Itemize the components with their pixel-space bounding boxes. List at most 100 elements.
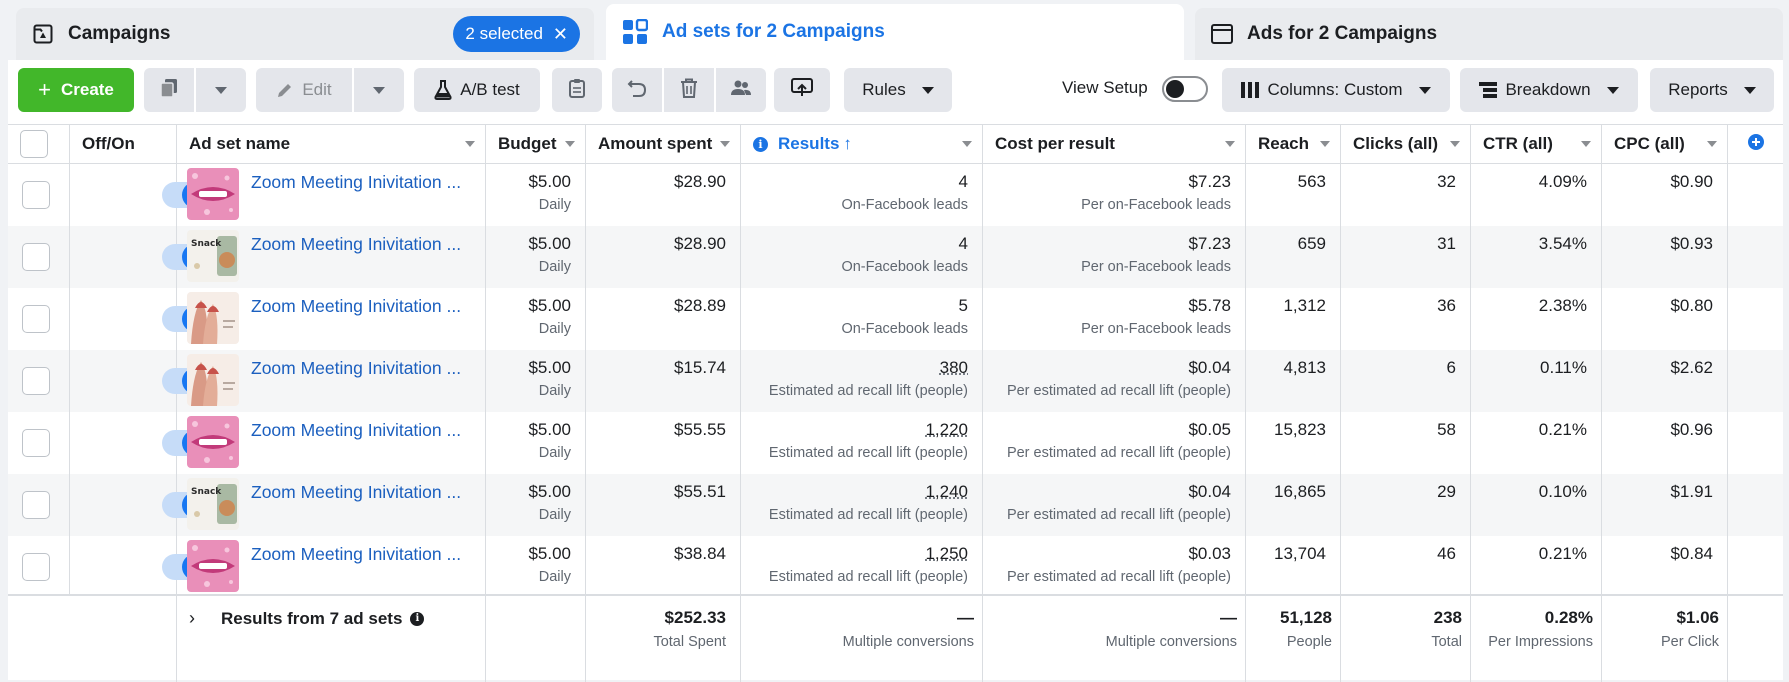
col-header-amount-spent[interactable]: Amount spent [586,125,741,163]
row-checkbox[interactable] [22,243,50,271]
row-select-cell [8,164,70,226]
cell-clicks-value: 58 [1437,420,1456,440]
col-header-results[interactable]: i Results ↑ [741,125,983,163]
reports-dropdown[interactable]: Reports [1650,68,1774,112]
cell-cpr-value: $5.78 [1188,296,1231,316]
preview-button[interactable] [774,68,830,112]
table-row[interactable]: Zoom Meeting Inivitation ... $5.00 Daily $2… [8,164,1783,226]
create-label: Create [61,80,114,100]
tab-adsets[interactable]: Ad sets for 2 Campaigns [606,4,1184,60]
cell-budget-sub: Daily [539,445,571,461]
close-icon[interactable]: ✕ [553,24,568,45]
row-select-cell [8,412,70,474]
footer-reach-value: 51,128 [1280,608,1332,628]
table-row[interactable]: Zoom Meeting Inivitation ... $5.00 Daily $3… [8,536,1783,598]
edit-label: Edit [302,80,331,100]
ad-thumbnail-image: Snack [187,230,239,282]
cell-budget-sub: Daily [539,197,571,213]
adset-name-link[interactable]: Zoom Meeting Inivitation ... [251,172,461,193]
breakdown-dropdown[interactable]: Breakdown [1460,68,1638,112]
ab-test-button[interactable]: A/B test [414,68,540,112]
tab-campaigns[interactable]: Campaigns 2 selected ✕ [16,8,594,60]
row-toggle-cell [70,474,177,536]
col-header-ad-set-name[interactable]: Ad set name [177,125,486,163]
cell-results-value: 5 [959,296,968,316]
table-row[interactable]: Zoom Meeting Inivitation ... $5.00 Daily $1… [8,350,1783,412]
col-header-ctr[interactable]: CTR (all) [1471,125,1602,163]
select-all-checkbox[interactable] [20,130,48,158]
table-row[interactable]: Zoom Meeting Inivitation ... $5.00 Daily $5… [8,412,1783,474]
cell-clicks: 58 [1341,412,1471,474]
info-icon[interactable]: i [410,612,424,626]
row-checkbox[interactable] [22,367,50,395]
delete-button[interactable] [664,68,714,112]
cell-cpr-sub: Per on-Facebook leads [1081,321,1231,337]
row-end-cell [1728,226,1783,288]
clipboard-button[interactable] [552,68,602,112]
add-column-cell [1728,125,1783,163]
view-setup-toggle[interactable] [1162,76,1208,102]
col-header-cpc[interactable]: CPC (all) [1602,125,1728,163]
footer-ctr: 0.28% Per Impressions [1471,596,1602,682]
duplicate-dropdown[interactable] [196,68,246,112]
cell-budget: $5.00 Daily [486,226,586,288]
edit-button[interactable]: Edit [256,68,352,112]
table-row[interactable]: Snack Zoom Meeting Inivitation ... $5.00 Da… [8,226,1783,288]
row-checkbox[interactable] [22,491,50,519]
selected-badge[interactable]: 2 selected ✕ [453,16,580,52]
adset-name-link[interactable]: Zoom Meeting Inivitation ... [251,420,461,441]
columns-dropdown[interactable]: Columns: Custom [1222,68,1450,112]
col-header-off-on[interactable]: Off/On [70,125,177,163]
undo-button[interactable] [612,68,662,112]
preview-icon [791,78,813,103]
col-header-cost-per-result[interactable]: Cost per result [983,125,1246,163]
adset-name-link[interactable]: Zoom Meeting Inivitation ... [251,296,461,317]
cell-reach-value: 659 [1298,234,1326,254]
chevron-down-icon [1320,141,1330,147]
cell-budget-sub: Daily [539,383,571,399]
cell-ctr-value: 0.11% [1540,358,1587,378]
cell-cpr-value: $7.23 [1188,172,1231,192]
adsets-table: Off/On Ad set name Budget Amount spent i… [8,124,1783,680]
cell-cpc: $1.91 [1602,474,1728,536]
adset-name-link[interactable]: Zoom Meeting Inivitation ... [251,358,461,379]
cell-spent-value: $28.90 [674,172,726,192]
row-name-cell: Snack Zoom Meeting Inivitation ... [177,226,486,288]
cell-spent: $55.55 [586,412,741,474]
create-button[interactable]: + Create [18,68,134,112]
col-header-clicks[interactable]: Clicks (all) [1341,125,1471,163]
cell-cpc-value: $0.90 [1670,172,1713,192]
adset-name-link[interactable]: Zoom Meeting Inivitation ... [251,482,461,503]
row-checkbox[interactable] [22,181,50,209]
audience-button[interactable] [716,68,766,112]
col-header-reach[interactable]: Reach [1246,125,1341,163]
chevron-down-icon [215,87,227,94]
cell-results-value: 4 [959,172,968,192]
col-results-label: Results [778,134,839,154]
footer-ctr-value: 0.28% [1545,608,1593,628]
row-checkbox[interactable] [22,429,50,457]
col-header-budget[interactable]: Budget [486,125,586,163]
adset-name-link[interactable]: Zoom Meeting Inivitation ... [251,234,461,255]
rules-dropdown[interactable]: Rules [844,68,952,112]
cell-budget: $5.00 Daily [486,164,586,226]
row-checkbox[interactable] [22,553,50,581]
adset-name-link[interactable]: Zoom Meeting Inivitation ... [251,544,461,565]
table-row[interactable]: Snack Zoom Meeting Inivitation ... $5.00 Da… [8,474,1783,536]
top-tabs: Campaigns 2 selected ✕ Ad sets for 2 Cam… [0,0,1789,60]
chevron-down-icon [1225,141,1235,147]
tab-ads[interactable]: Ads for 2 Campaigns [1195,8,1783,60]
results-summary-toggle[interactable]: › Results from 7 ad sets i [189,608,424,629]
svg-text:Snack: Snack [191,487,222,497]
row-checkbox[interactable] [22,305,50,333]
plus-circle-icon[interactable] [1747,133,1765,156]
info-icon[interactable]: i [753,137,768,152]
cell-ctr-value: 4.09% [1539,172,1587,192]
duplicate-button[interactable] [144,68,194,112]
cell-results-value: 380 [940,358,968,378]
columns-label: Columns: Custom [1267,80,1402,100]
table-row[interactable]: Zoom Meeting Inivitation ... $5.00 Daily $2… [8,288,1783,350]
edit-dropdown[interactable] [354,68,404,112]
footer-spent: $252.33 Total Spent [586,596,741,682]
cell-clicks: 31 [1341,226,1471,288]
